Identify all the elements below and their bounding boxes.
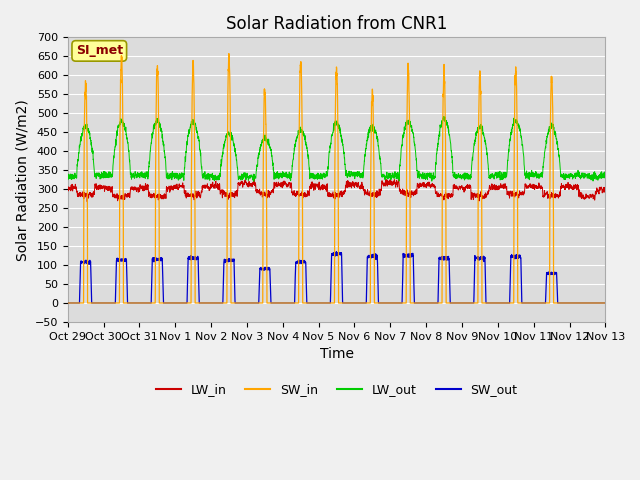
Title: Solar Radiation from CNR1: Solar Radiation from CNR1 (226, 15, 447, 33)
SW_out (428, 300, 435, 306)
Legend: LW_in, SW_in, LW_out, SW_out: LW_in, SW_in, LW_out, SW_out (150, 378, 522, 401)
SW_out (457, 300, 465, 306)
LW_in (457, 185, 465, 191)
LW_out (250, 179, 258, 184)
Line: LW_in: LW_in (68, 178, 605, 202)
LW_in (601, 187, 609, 193)
LW_out (457, 174, 465, 180)
LW_in (488, 181, 495, 187)
X-axis label: Time: Time (319, 347, 353, 361)
LW_in (428, 183, 435, 189)
LW_in (64, 188, 72, 193)
LW_out (602, 172, 609, 178)
LW_out (601, 170, 609, 176)
SW_in (601, 300, 609, 306)
LW_out (428, 175, 435, 180)
LW_in (387, 175, 394, 180)
SW_out (601, 300, 609, 306)
LW_in (161, 191, 168, 197)
SW_in (64, 300, 72, 306)
SW_out (64, 300, 72, 306)
SW_in (225, 51, 233, 57)
SW_in (488, 300, 495, 306)
LW_in (317, 185, 324, 191)
SW_in (602, 300, 609, 306)
LW_in (83, 199, 91, 204)
SW_out (316, 300, 324, 306)
SW_out (602, 300, 609, 306)
SW_in (317, 300, 324, 306)
Y-axis label: Solar Radiation (W/m2): Solar Radiation (W/m2) (15, 99, 29, 261)
LW_in (602, 189, 609, 195)
SW_out (161, 300, 168, 306)
Line: SW_out: SW_out (68, 252, 605, 303)
LW_out (488, 173, 495, 179)
LW_out (440, 114, 447, 120)
LW_out (317, 175, 324, 180)
SW_out (488, 300, 495, 306)
SW_in (428, 300, 435, 306)
LW_out (64, 176, 72, 182)
SW_in (457, 300, 465, 306)
SW_in (161, 300, 168, 306)
Text: SI_met: SI_met (76, 45, 123, 58)
LW_out (161, 149, 168, 155)
SW_out (333, 249, 340, 254)
Line: SW_in: SW_in (68, 54, 605, 303)
Line: LW_out: LW_out (68, 117, 605, 181)
